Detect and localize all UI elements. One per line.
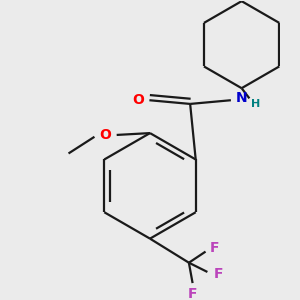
Text: F: F bbox=[214, 267, 223, 281]
Text: F: F bbox=[188, 287, 197, 300]
Text: H: H bbox=[251, 99, 260, 109]
Text: O: O bbox=[100, 128, 112, 142]
Text: N: N bbox=[235, 92, 247, 105]
Text: F: F bbox=[210, 241, 220, 255]
Text: O: O bbox=[132, 93, 144, 107]
